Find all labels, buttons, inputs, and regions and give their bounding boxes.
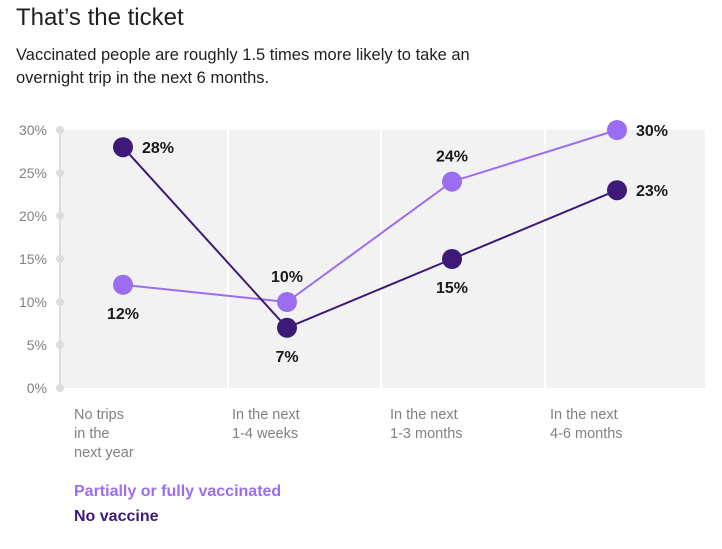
x-tick-label-1: In the next 1-4 weeks (232, 407, 300, 442)
series-line-0 (122, 129, 618, 304)
data-point-1-2 (442, 249, 462, 269)
y-tick-label-2: 10% (19, 294, 47, 310)
data-label-1-1: 7% (275, 349, 298, 366)
y-tick-label-6: 30% (19, 122, 47, 138)
data-label-0-0: 12% (107, 306, 139, 323)
x-tick-label-3: In the next 4-6 months (550, 407, 623, 442)
data-label-0-3: 30% (636, 123, 668, 140)
x-tick-label-0: No trips in the next year (74, 407, 134, 461)
legend-no-vaccine: No vaccine (74, 508, 159, 525)
y-tick-label-5: 25% (19, 165, 47, 181)
plot-area (60, 130, 705, 388)
y-tick-label-3: 15% (19, 251, 47, 267)
data-label-0-2: 24% (436, 149, 468, 166)
chart-title: That’s the ticket (16, 4, 184, 31)
x-tick-label-2: In the next 1-3 months (390, 407, 463, 442)
data-point-1-3 (607, 180, 627, 201)
data-point-0-1 (277, 292, 297, 312)
y-tick-label-4: 20% (19, 208, 47, 224)
data-point-0-2 (442, 171, 462, 192)
data-point-0-0 (113, 274, 133, 295)
data-label-1-3: 23% (636, 183, 668, 200)
series-line-1 (122, 146, 618, 329)
data-point-1-0 (113, 137, 133, 158)
data-point-0-3 (607, 120, 627, 140)
legend-vaccinated: Partially or fully vaccinated (74, 483, 282, 500)
y-tick-label-0: 0% (27, 380, 47, 396)
y-tick-label-1: 5% (27, 337, 47, 353)
data-label-1-2: 15% (436, 280, 468, 297)
data-label-1-0: 28% (142, 140, 174, 157)
chart-subtitle: Vaccinated people are roughly 1.5 times … (16, 46, 470, 87)
data-label-0-1: 10% (271, 269, 303, 286)
data-point-1-1 (277, 317, 297, 338)
